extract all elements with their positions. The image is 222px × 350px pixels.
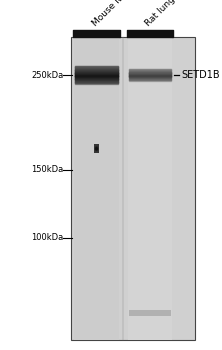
Text: 100kDa: 100kDa <box>31 233 63 243</box>
Bar <box>71 37 195 340</box>
Text: 150kDa: 150kDa <box>31 165 63 174</box>
Circle shape <box>96 148 97 150</box>
Text: Rat lung: Rat lung <box>143 0 177 28</box>
Circle shape <box>96 147 97 150</box>
Circle shape <box>96 148 97 149</box>
Circle shape <box>96 148 97 149</box>
Text: SETD1B: SETD1B <box>181 70 220 80</box>
Bar <box>94 144 99 153</box>
Bar <box>74 37 119 340</box>
Text: Mouse lung: Mouse lung <box>90 0 133 28</box>
Circle shape <box>95 147 98 150</box>
Circle shape <box>95 147 98 151</box>
Bar <box>128 37 172 340</box>
Bar <box>129 310 171 316</box>
Text: 250kDa: 250kDa <box>31 71 63 80</box>
